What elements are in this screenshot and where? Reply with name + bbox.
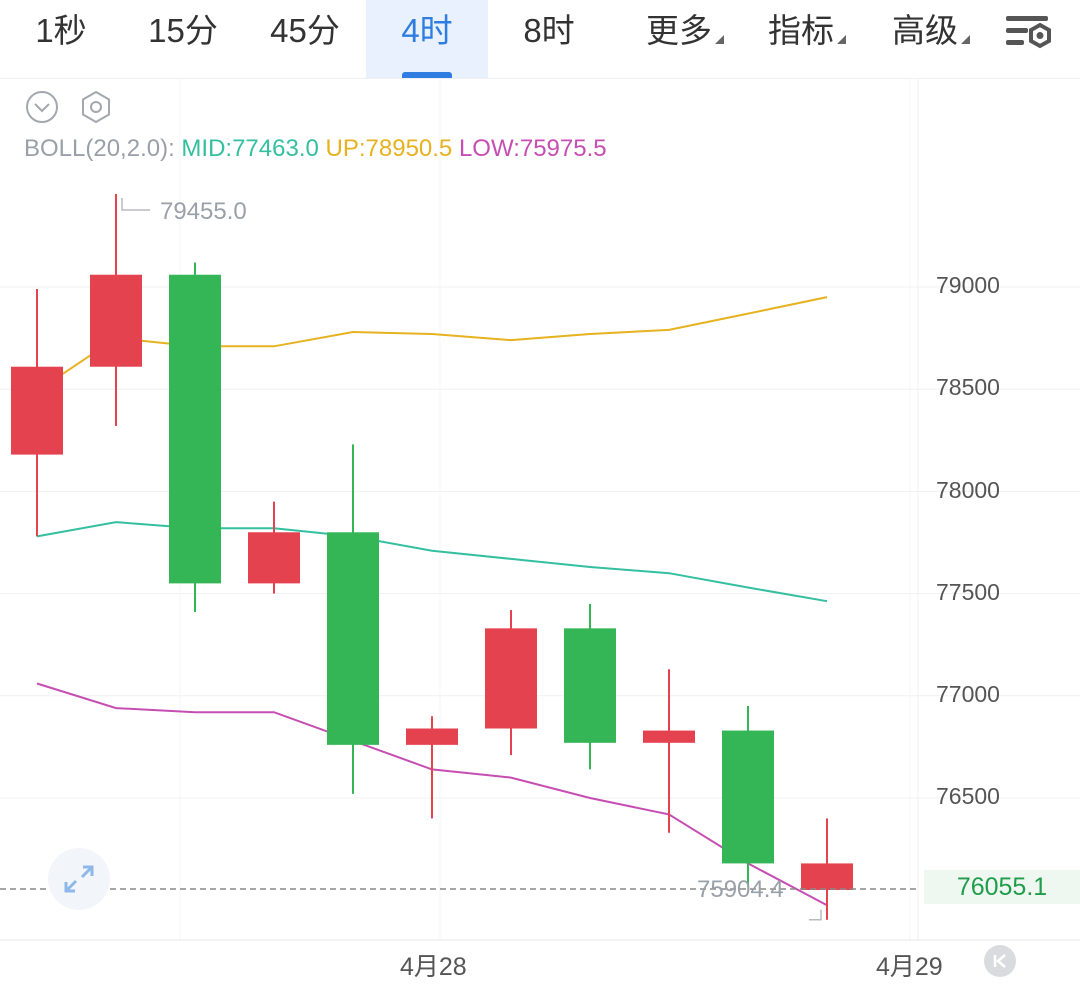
boll-mid-value: MID:77463.0	[181, 135, 319, 162]
expand-arrows-icon	[64, 865, 94, 893]
boll-mid-line	[36, 521, 828, 603]
price-axis-label: 77000	[936, 681, 1000, 707]
boll-params: BOLL(20,2.0):	[24, 135, 175, 162]
candlestick-chart[interactable]	[0, 79, 1080, 985]
expand-chart-button[interactable]	[48, 848, 110, 910]
tab-label: 高级	[892, 12, 958, 49]
candles	[11, 193, 853, 920]
price-axis-label: 78500	[936, 374, 1000, 400]
high-leader-line	[121, 197, 150, 211]
time-axis-label: 4月29	[876, 953, 943, 981]
tab-advanced[interactable]: 高级	[876, 0, 986, 78]
tab-15m[interactable]: 15分	[122, 0, 244, 78]
boll-up-line	[36, 296, 828, 393]
chart-settings-icon[interactable]	[1000, 8, 1060, 58]
price-axis-label: 77500	[936, 579, 1000, 605]
high-marker	[121, 197, 150, 211]
price-axis-label: 76500	[936, 783, 1000, 809]
candle-body	[11, 366, 63, 455]
header-divider	[0, 78, 1080, 79]
active-tab-indicator	[402, 72, 452, 78]
tab-label: 15分	[148, 12, 218, 49]
skip-back-icon	[993, 954, 1006, 968]
tab-8h[interactable]: 8时	[488, 0, 610, 78]
candle-body	[485, 628, 537, 729]
candle-body	[248, 532, 300, 584]
timeframe-tabs: 1秒 15分 45分 4时 8时 更多 指标 高级	[0, 0, 1080, 78]
chart-grid	[0, 79, 1080, 940]
tab-label: 1秒	[35, 12, 87, 49]
candle-body	[406, 728, 458, 745]
high-price-label: 79455.0	[160, 198, 247, 225]
last-price-tag: 76055.1	[924, 870, 1080, 904]
low-leader-line	[809, 909, 822, 921]
dropdown-corner-icon	[961, 35, 970, 44]
scroll-to-latest-button[interactable]	[984, 945, 1016, 977]
dropdown-corner-icon	[837, 35, 846, 44]
boll-up-value: UP:78950.5	[325, 135, 453, 162]
low-marker	[809, 909, 822, 921]
tab-45m[interactable]: 45分	[244, 0, 366, 78]
time-axis-label: 4月28	[400, 953, 467, 981]
candle-body	[722, 730, 774, 864]
tab-4h[interactable]: 4时	[366, 0, 488, 78]
candle-body	[564, 628, 616, 743]
tab-label: 指标	[768, 12, 834, 49]
candle-body	[327, 532, 379, 745]
price-axis-label: 78000	[936, 477, 1000, 503]
tab-more[interactable]: 更多	[630, 0, 740, 78]
candle-body	[90, 274, 142, 367]
chevron-down-circle-icon[interactable]	[24, 89, 60, 125]
candle-body	[169, 274, 221, 584]
candle-body	[643, 730, 695, 743]
tab-label: 8时	[523, 12, 575, 49]
candle-body	[801, 863, 853, 890]
boll-legend[interactable]: BOLL(20,2.0): MID:77463.0 UP:78950.5 LOW…	[24, 135, 607, 163]
tab-indicators[interactable]: 指标	[752, 0, 862, 78]
low-price-label: 75904.4	[697, 876, 784, 903]
boll-low-value: LOW:75975.5	[458, 135, 607, 162]
dropdown-corner-icon	[715, 35, 724, 44]
tab-1s[interactable]: 1秒	[0, 0, 122, 78]
tab-label: 4时	[401, 12, 453, 49]
tab-label: 45分	[270, 12, 340, 49]
price-axis-label: 79000	[936, 272, 1000, 298]
tab-label: 更多	[646, 12, 712, 49]
hexagon-settings-icon[interactable]	[78, 89, 114, 125]
